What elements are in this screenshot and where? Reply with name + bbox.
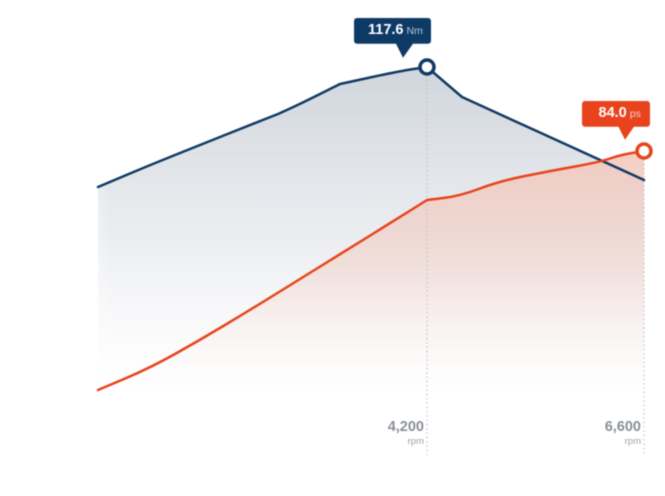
svg-text:4,200: 4,200 [388, 419, 424, 435]
svg-text:6,600: 6,600 [605, 419, 641, 435]
svg-text:rpm: rpm [625, 436, 641, 447]
svg-text:117.6Nm: 117.6 Nm [368, 22, 423, 38]
svg-text:84.0ps: 84.0 ps [599, 105, 641, 121]
svg-text:rpm: rpm [408, 436, 424, 447]
